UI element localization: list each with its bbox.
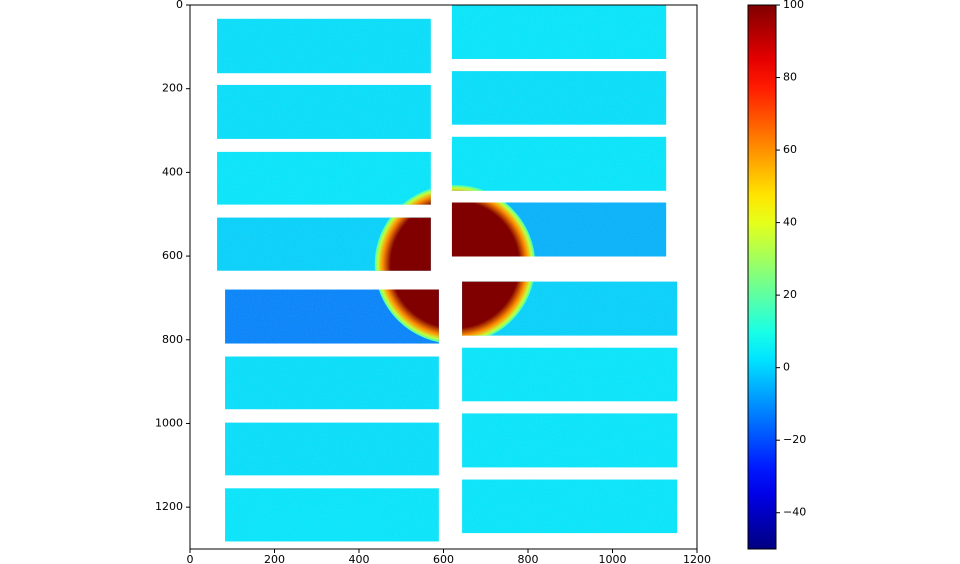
x-tick-label: 600 xyxy=(433,553,454,564)
x-tick-label: 200 xyxy=(264,553,285,564)
colorbar-tick-label: −20 xyxy=(783,433,806,446)
colorbar xyxy=(747,4,777,550)
colorbar-tick-label: 80 xyxy=(783,71,797,84)
colorbar-tick-label: 100 xyxy=(783,0,804,11)
hotspot xyxy=(374,184,536,344)
colorbar-tick-label: 40 xyxy=(783,216,797,229)
y-tick-label: 400 xyxy=(162,165,183,178)
colorbar-tick-label: 0 xyxy=(783,361,790,374)
x-tick-label: 0 xyxy=(187,553,194,564)
colorbar-tick-label: 60 xyxy=(783,143,797,156)
image-plot xyxy=(217,5,678,542)
y-tick-label: 0 xyxy=(176,0,183,11)
colorbar-tick-label: 20 xyxy=(783,288,797,301)
x-tick-label: 1200 xyxy=(683,553,711,564)
y-tick-label: 200 xyxy=(162,82,183,95)
x-tick-label: 800 xyxy=(518,553,539,564)
panel-texture xyxy=(217,5,678,542)
x-tick-label: 400 xyxy=(349,553,370,564)
y-tick-label: 1000 xyxy=(155,416,183,429)
y-tick-label: 600 xyxy=(162,249,183,262)
x-tick-label: 1000 xyxy=(599,553,627,564)
y-tick-label: 1200 xyxy=(155,500,183,513)
colorbar-tick-label: −40 xyxy=(783,506,806,519)
y-tick-label: 800 xyxy=(162,333,183,346)
